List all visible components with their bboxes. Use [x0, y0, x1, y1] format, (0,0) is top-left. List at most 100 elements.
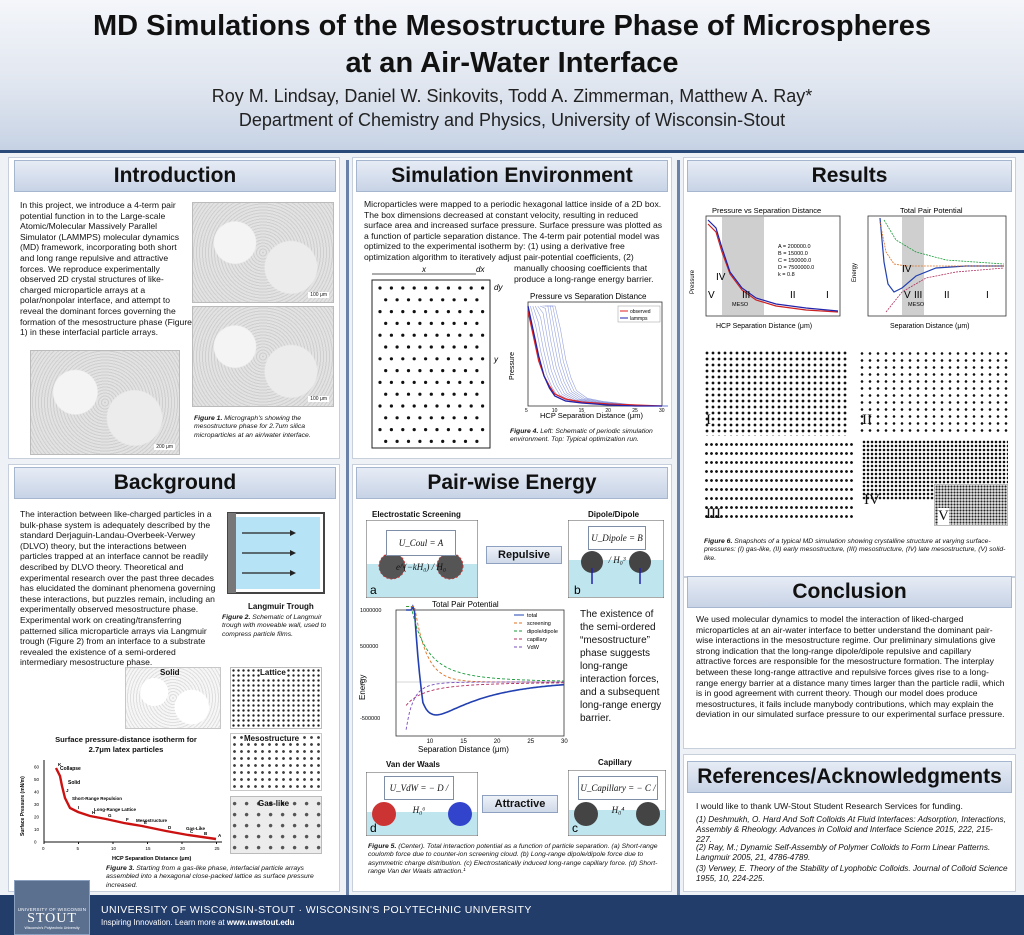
lattice-particle: [378, 333, 382, 337]
lattice-particle: [435, 286, 439, 290]
lattice-particle: [463, 392, 468, 396]
dipole-diagram: b: [568, 520, 664, 598]
lattice-particle: [401, 404, 405, 408]
lattice-particle: [418, 345, 422, 349]
lattice-particle: [401, 310, 405, 314]
logo-sub-text: Wisconsin's Polytechnic University: [24, 926, 80, 930]
lattice-particle: [452, 345, 456, 349]
lattice-particle: [475, 298, 479, 302]
repulsive-tag: Repulsive: [486, 546, 562, 564]
box-label-y: y: [493, 355, 499, 364]
lattice-particle: [446, 310, 450, 314]
lattice-particle: [418, 321, 422, 325]
equation-coulomb: U_Coul = A e^(−kH₀) / H₀: [386, 530, 456, 572]
pairwise-heading: Pair-wise Energy: [356, 467, 668, 499]
column-divider: [677, 160, 680, 895]
micrograph-1: 100 μm: [192, 202, 334, 303]
legend-label: screening: [527, 621, 551, 627]
coeff-c: C = 150000.0: [778, 258, 811, 264]
scale-bar-label: 100 μm: [308, 292, 329, 298]
solid-phase-image: [125, 667, 221, 729]
lattice-particle: [463, 321, 468, 325]
lattice-particle: [441, 298, 445, 302]
isotherm-point-letter: C: [190, 829, 194, 834]
figure-5-caption-text: (Center). Total interaction potential as…: [368, 843, 658, 876]
lattice-particle: [424, 380, 428, 384]
lattice-particle: [389, 357, 393, 361]
isotherm-title: Surface pressure-distance isotherm for 2…: [40, 735, 212, 755]
lattice-phase-image: [230, 667, 322, 729]
pairwise-side-text: The existence of the semi-ordered “mesos…: [580, 609, 662, 724]
figure-2-label: Figure 2.: [222, 614, 251, 621]
lattice-particle: [441, 392, 445, 396]
label-a: a: [370, 583, 377, 597]
lattice-particle: [395, 298, 399, 302]
lattice-particle: [401, 333, 405, 337]
figure-6-caption: Figure 6. Snapshots of a typical MD simu…: [704, 538, 1008, 563]
snapshot-i: [704, 350, 848, 436]
x-tick-label: 15: [460, 739, 467, 745]
lattice-particle: [469, 357, 473, 361]
lattice-particle: [389, 380, 393, 384]
isotherm-y-label: Surface Pressure (mN/m): [20, 776, 26, 836]
lattice-particle: [481, 333, 485, 337]
background-heading: Background: [14, 467, 336, 499]
lattice-particle: [378, 380, 382, 384]
isotherm-x-label: HCP Separation Distance (μm): [112, 856, 192, 862]
optimization-chart: Pressure vs Separation Distance 5 10 15 20 2…: [509, 292, 668, 420]
lattice-particle: [418, 416, 422, 420]
lattice-particle: [412, 404, 416, 408]
lattice-particle: [401, 357, 405, 361]
lattice-particle: [395, 345, 399, 349]
lattice-particle: [412, 428, 416, 432]
x-tick-label: 25: [215, 846, 221, 851]
lattice-particle: [384, 369, 388, 373]
lattice-particle: [395, 416, 399, 420]
lattice-particle: [412, 333, 416, 337]
lattice-particle: [452, 369, 456, 373]
lattice-particle: [418, 298, 422, 302]
acknowledgment-text: I would like to thank UW-Stout Student R…: [696, 801, 963, 811]
results-potential-roman-iv: IV: [902, 264, 912, 275]
y-tick-label: 40: [34, 790, 40, 795]
x-tick-label: 25: [632, 408, 638, 414]
authors: Roy M. Lindsay, Daniel W. Sinkovits, Tod…: [211, 86, 813, 106]
lattice-particle: [406, 439, 411, 443]
mesostructure-phase-label: Mesostructure: [244, 734, 300, 743]
coeff-b: B = 15000.0: [778, 251, 808, 257]
footer-tagline: Inspiring Innovation. Learn more at www.…: [101, 918, 295, 927]
potential-series-dipole-dipole: [406, 605, 564, 682]
background-text: The interaction between like-charged par…: [20, 509, 216, 668]
lattice-particle: [452, 392, 456, 396]
potential-chart-title: Total Pair Potential: [432, 600, 499, 609]
results-potential-chart: Total Pair Potential IV V III II I MESO …: [852, 206, 1007, 330]
logo-main-text: STOUT: [27, 911, 77, 926]
results-potential-roman-iii: III: [914, 290, 922, 301]
langmuir-trough-diagram: [227, 512, 325, 594]
series-line-lammps: [527, 305, 662, 407]
x-tick-label: 25: [527, 739, 534, 745]
reference-3: (3) Verwey, E. Theory of the Stability o…: [696, 864, 1008, 883]
lattice-particle: [446, 380, 450, 384]
simulation-text-1: Microparticles were mapped to a periodic…: [364, 199, 663, 262]
legend-observed: observed: [630, 309, 651, 315]
dipole-title: Dipole/Dipole: [588, 510, 640, 519]
footer-url[interactable]: www.uwstout.edu: [226, 918, 295, 927]
optimization-y-label: Pressure: [509, 352, 516, 380]
periodic-box-schematic: x dx dy y: [371, 265, 503, 449]
lattice-particle: [469, 333, 473, 337]
lattice-particle: [481, 357, 485, 361]
y-tick-label: 0: [34, 840, 37, 845]
vdw-diagram: d: [366, 772, 478, 836]
vdw-title: Van der Waals: [386, 760, 440, 769]
lattice-particle: [463, 345, 468, 349]
isotherm-point-letter: D: [168, 825, 172, 830]
y-tick-label: 20: [34, 815, 40, 820]
lattice-particle: [452, 298, 456, 302]
micrograph-2: 100 μm: [192, 306, 334, 407]
label-c: c: [572, 821, 578, 835]
lattice-particle: [384, 298, 388, 302]
column-divider: [346, 160, 349, 895]
results-pressure-x-label: HCP Separation Distance (μm): [716, 323, 812, 330]
lattice-particle: [389, 310, 393, 314]
